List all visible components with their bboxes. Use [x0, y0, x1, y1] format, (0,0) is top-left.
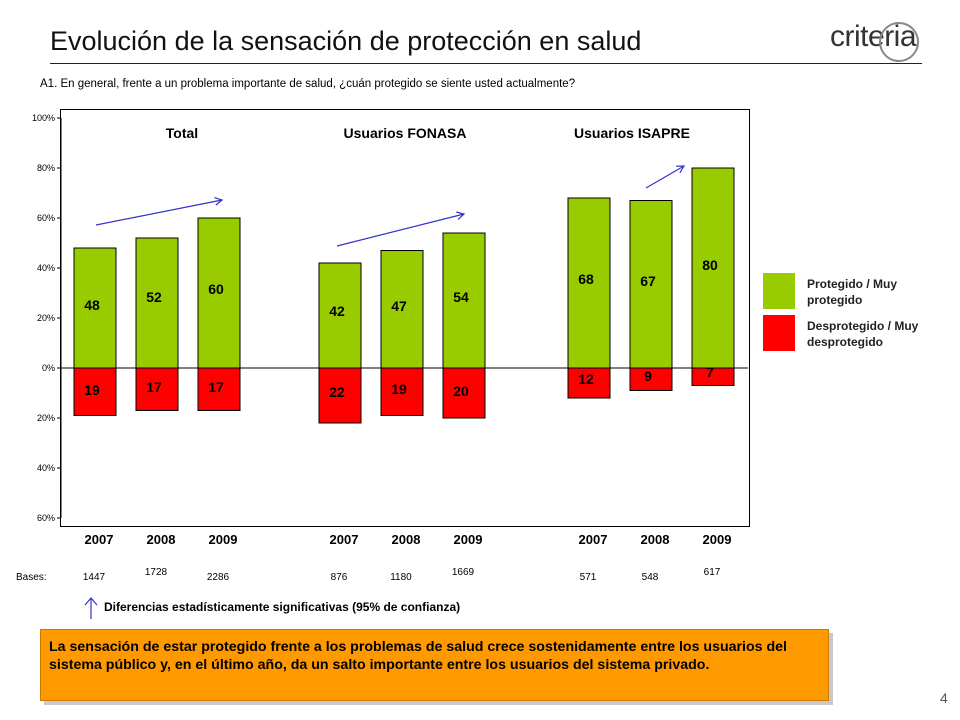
y-tick-label: 20% [37, 413, 55, 423]
bar-desprotegido [197, 367, 241, 411]
significance-note: Diferencias estadísticamente significati… [104, 600, 461, 614]
significance-arrow-head [675, 165, 686, 174]
bar-protegido [318, 262, 362, 369]
data-label-protegido: 42 [329, 303, 345, 319]
base-value: 2286 [207, 572, 230, 583]
legend-swatch-protegido [763, 273, 795, 309]
base-value: 548 [642, 572, 659, 583]
data-label-desprotegido: 9 [644, 368, 652, 384]
criteria-logo: criteria [830, 20, 919, 62]
significance-arrow-line [336, 213, 465, 247]
data-label-protegido: 48 [84, 297, 100, 313]
y-tick-label: 60% [37, 213, 55, 223]
bar-desprotegido [380, 367, 424, 416]
y-tick-label: 0% [42, 363, 55, 373]
y-tick-label: 20% [37, 313, 55, 323]
bar-desprotegido [442, 367, 486, 419]
x-category-label: 2009 [703, 532, 732, 547]
data-label-protegido: 80 [702, 257, 718, 273]
data-label-desprotegido: 12 [578, 371, 594, 387]
bar-chart: 100% 80% 60% 40% 20% 0% 20% 40% 60% Total 48 19 2007… [16, 113, 748, 583]
data-label-desprotegido: 22 [329, 384, 345, 400]
x-category-label: 2007 [579, 532, 608, 547]
significance-arrow-head [456, 211, 466, 220]
bar-protegido [197, 217, 241, 369]
bar-desprotegido [691, 367, 735, 386]
data-label-protegido: 68 [578, 271, 594, 287]
survey-question: A1. En general, frente a un problema imp… [40, 78, 576, 90]
bar-protegido [135, 237, 179, 369]
bar-desprotegido [567, 367, 611, 399]
page-number: 4 [940, 690, 948, 706]
significance-arrow-head [214, 197, 224, 206]
x-category-label: 2008 [147, 532, 176, 547]
x-category-label: 2008 [641, 532, 670, 547]
y-tick-label: 80% [37, 163, 55, 173]
y-tick-label: 40% [37, 463, 55, 473]
base-value: 876 [331, 572, 348, 583]
significance-arrow-icon [84, 597, 98, 619]
base-value: 617 [704, 567, 721, 578]
bases-label: Bases: [16, 572, 47, 583]
data-label-protegido: 54 [453, 289, 469, 305]
base-value: 571 [580, 572, 597, 583]
legend-label-protegido: Protegido / Muy protegido [807, 277, 897, 307]
data-label-desprotegido: 17 [208, 379, 224, 395]
group-title: Usuarios ISAPRE [574, 125, 690, 141]
bar-protegido [629, 200, 673, 369]
bar-desprotegido [73, 367, 117, 416]
legend-label-desprotegido: Desprotegido / Muy desprotegido [807, 319, 919, 349]
base-value: 1728 [145, 567, 168, 578]
bar-desprotegido [135, 367, 179, 411]
x-category-label: 2007 [85, 532, 114, 547]
group-title: Usuarios FONASA [344, 125, 467, 141]
data-label-desprotegido: 19 [391, 381, 407, 397]
data-label-protegido: 60 [208, 281, 224, 297]
bar-protegido [567, 197, 611, 369]
significance-arrow-line [645, 165, 685, 189]
bar-desprotegido [629, 367, 673, 391]
base-value: 1447 [83, 572, 106, 583]
y-tick-label: 60% [37, 513, 55, 523]
x-category-label: 2007 [330, 532, 359, 547]
group-title: Total [166, 125, 198, 141]
bar-protegido [691, 167, 735, 369]
base-value: 1669 [452, 567, 475, 578]
conclusion-text: La sensación de estar protegido frente a… [49, 639, 787, 673]
bar-protegido [380, 250, 424, 369]
data-label-protegido: 47 [391, 298, 407, 314]
bar-protegido [442, 232, 486, 369]
data-label-desprotegido: 19 [84, 382, 100, 398]
data-label-desprotegido: 17 [146, 379, 162, 395]
x-category-label: 2009 [454, 532, 483, 547]
legend-swatch-desprotegido [763, 315, 795, 351]
title-divider [50, 63, 922, 64]
bar-protegido [73, 247, 117, 369]
page-title: Evolución de la sensación de protección … [50, 26, 642, 56]
base-value: 1180 [390, 572, 412, 583]
y-tick-label: 40% [37, 263, 55, 273]
bar-desprotegido [318, 367, 362, 424]
x-category-label: 2008 [392, 532, 421, 547]
data-label-desprotegido: 7 [706, 364, 714, 380]
conclusion-box: La sensación de estar protegido frente a… [40, 629, 829, 701]
y-tick-label: 100% [32, 113, 55, 123]
data-label-protegido: 67 [640, 273, 656, 289]
data-label-protegido: 52 [146, 289, 162, 305]
x-category-label: 2009 [209, 532, 238, 547]
data-label-desprotegido: 20 [453, 383, 469, 399]
significance-arrow-line [95, 199, 223, 226]
